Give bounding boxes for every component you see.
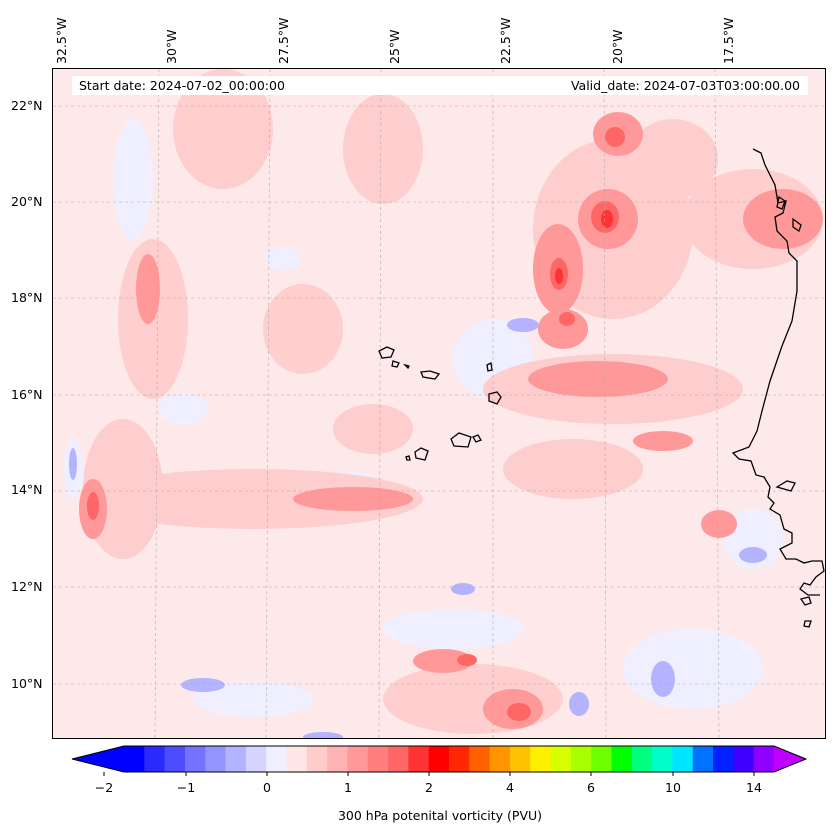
lat-label-16n: 16°N bbox=[11, 387, 43, 402]
colorbar-swatch bbox=[509, 746, 531, 772]
cbar-tick-14: 14 bbox=[746, 780, 762, 795]
colorbar-swatch bbox=[550, 746, 572, 772]
colorbar-swatch bbox=[611, 746, 633, 772]
colorbar-swatch bbox=[347, 746, 369, 772]
cbar-tick-neg1: −1 bbox=[176, 780, 196, 795]
colorbar-swatch bbox=[733, 746, 755, 772]
colorbar-swatch bbox=[591, 746, 612, 772]
colorbar-swatch bbox=[652, 746, 673, 772]
colorbar-swatch bbox=[184, 746, 206, 772]
lon-label-30w: 30°W bbox=[164, 29, 179, 64]
lon-label-20w: 20°W bbox=[610, 29, 625, 64]
colorbar-swatch bbox=[144, 746, 166, 772]
colorbar-under-arrow bbox=[72, 746, 124, 772]
lat-label-14n: 14°N bbox=[11, 482, 43, 497]
colorbar-swatch bbox=[489, 746, 511, 772]
colorbar-swatch bbox=[449, 746, 470, 772]
colorbar-swatch bbox=[225, 746, 247, 772]
colorbar-swatch bbox=[713, 746, 734, 772]
colorbar-swatch bbox=[672, 746, 694, 772]
colorbar-swatch bbox=[469, 746, 491, 772]
african-coastline bbox=[731, 148, 825, 628]
lon-label-22-5w: 22.5°W bbox=[498, 17, 513, 64]
colorbar-swatch bbox=[753, 746, 775, 772]
colorbar-swatch bbox=[570, 746, 592, 772]
colorbar-swatch bbox=[428, 746, 450, 772]
cbar-tick-10: 10 bbox=[665, 780, 681, 795]
colorbar-swatch bbox=[388, 746, 409, 772]
lon-label-25w: 25°W bbox=[387, 29, 402, 64]
cbar-tick-0: 0 bbox=[263, 780, 271, 795]
max-pv-cores bbox=[555, 210, 613, 284]
colorbar-swatch bbox=[408, 746, 430, 772]
colorbar-swatch bbox=[286, 746, 308, 772]
colorbar-swatch bbox=[306, 746, 328, 772]
lat-label-12n: 12°N bbox=[11, 579, 43, 594]
colorbar-swatch bbox=[205, 746, 227, 772]
colorbar-swatch bbox=[530, 746, 552, 772]
pv-map bbox=[52, 68, 826, 739]
colorbar-title: 300 hPa potenital vorticity (PVU) bbox=[337, 808, 543, 823]
colorbar-swatch bbox=[367, 746, 389, 772]
colorbar-swatch bbox=[266, 746, 287, 772]
lon-label-17-5w: 17.5°W bbox=[721, 17, 736, 64]
colorbar-swatch bbox=[327, 746, 348, 772]
colorbar-swatch bbox=[164, 746, 186, 772]
lat-label-22n: 22°N bbox=[11, 98, 43, 113]
lat-label-18n: 18°N bbox=[11, 290, 43, 305]
gridlines bbox=[53, 69, 825, 738]
date-info-bar: Start date: 2024-07-02_00:00:00 Valid_da… bbox=[72, 76, 808, 95]
cape-verde-islands bbox=[378, 346, 502, 461]
lon-label-27-5w: 27.5°W bbox=[276, 17, 291, 64]
colorbar bbox=[71, 745, 808, 776]
colorbar-swatch bbox=[692, 746, 714, 772]
colorbar-over-arrow bbox=[774, 746, 806, 772]
colorbar-swatch bbox=[124, 746, 145, 772]
colorbar-swatch bbox=[245, 746, 267, 772]
cbar-tick-neg2: −2 bbox=[94, 780, 114, 795]
lon-label-32-5w: 32.5°W bbox=[54, 17, 69, 64]
colorbar-swatch bbox=[631, 746, 653, 772]
start-date-label: Start date: 2024-07-02_00:00:00 bbox=[79, 78, 285, 93]
cbar-tick-1: 1 bbox=[344, 780, 352, 795]
lat-label-20n: 20°N bbox=[11, 194, 43, 209]
valid-date-label: Valid_date: 2024-07-03T03:00:00.00 bbox=[570, 78, 800, 93]
cbar-tick-4: 4 bbox=[506, 780, 514, 795]
lat-label-10n: 10°N bbox=[11, 676, 43, 691]
negative-pv-cores bbox=[69, 318, 767, 738]
cbar-tick-2: 2 bbox=[425, 780, 433, 795]
pv-field bbox=[53, 69, 825, 738]
colorbar-outline bbox=[71, 745, 808, 773]
cbar-tick-6: 6 bbox=[587, 780, 595, 795]
